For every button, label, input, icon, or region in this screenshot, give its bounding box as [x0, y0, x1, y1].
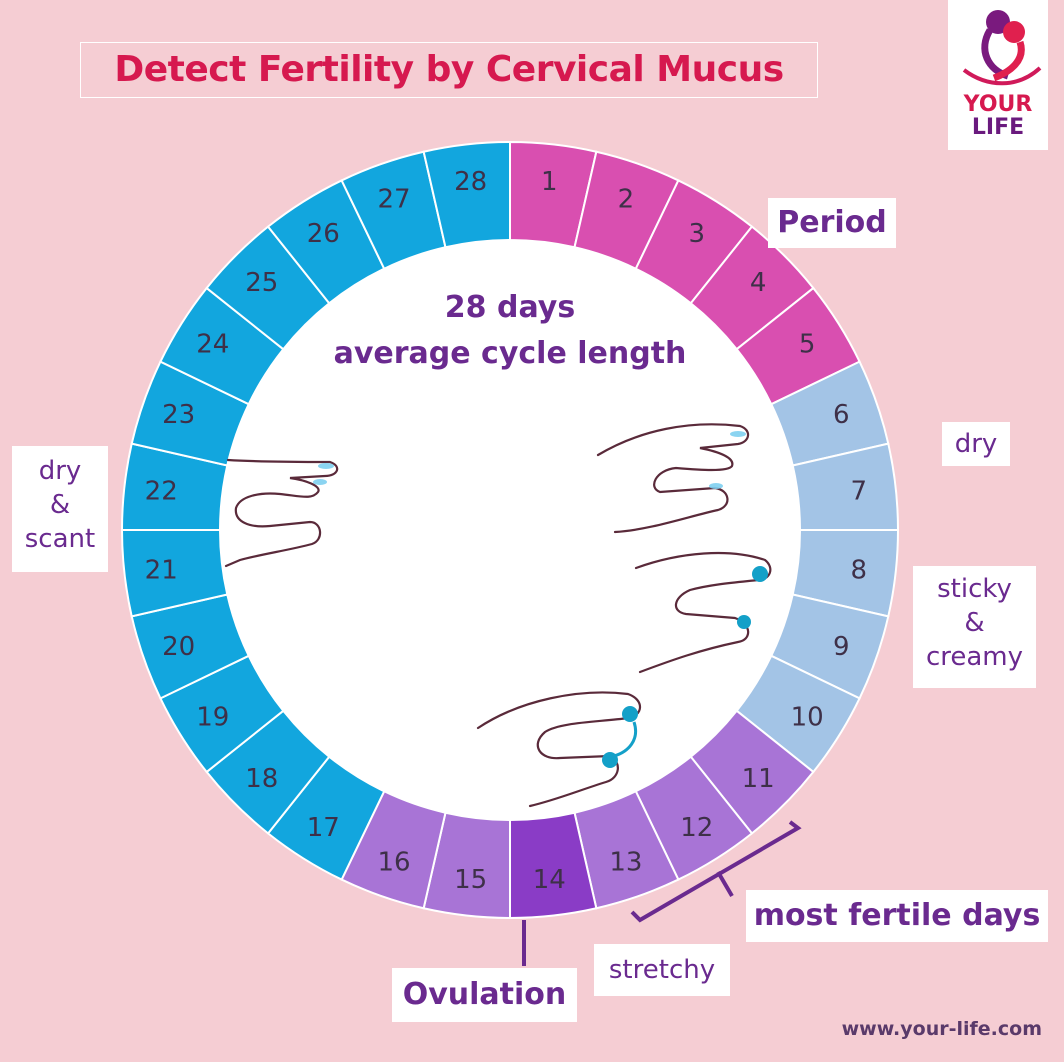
label-dry: dry — [942, 422, 1010, 466]
day-label-28: 28 — [454, 167, 487, 197]
wheel-center — [220, 240, 800, 820]
label-stretchy: stretchy — [594, 944, 730, 996]
your-life-logo[interactable]: YOUR LIFE — [948, 0, 1048, 150]
day-label-11: 11 — [742, 764, 775, 794]
day-label-10: 10 — [791, 703, 824, 733]
day-label-26: 26 — [307, 219, 340, 249]
day-label-24: 24 — [196, 329, 229, 359]
day-label-14: 14 — [533, 865, 566, 895]
label-ovulation: Ovulation — [392, 968, 577, 1022]
hand-dry-icon — [596, 423, 750, 534]
website-url[interactable]: www.your-life.com — [841, 1018, 1042, 1040]
day-label-8: 8 — [851, 555, 868, 585]
day-label-20: 20 — [162, 632, 195, 662]
label-period: Period — [768, 198, 896, 248]
day-label-12: 12 — [680, 813, 713, 843]
day-label-19: 19 — [196, 703, 229, 733]
day-label-13: 13 — [609, 847, 642, 877]
day-label-16: 16 — [378, 847, 411, 877]
day-label-23: 23 — [162, 400, 195, 430]
label-dry-scant: dry & scant — [12, 446, 108, 572]
day-label-2: 2 — [618, 185, 635, 215]
day-label-4: 4 — [750, 268, 767, 298]
day-label-17: 17 — [307, 813, 340, 843]
cycle-length-text: 28 days average cycle length — [310, 285, 710, 377]
day-label-15: 15 — [454, 865, 487, 895]
cycle-caption: average cycle length — [333, 336, 687, 371]
label-most-fertile-days: most fertile days — [746, 890, 1048, 942]
cycle-days: 28 days — [444, 290, 576, 325]
hand-sticky-icon — [634, 551, 772, 674]
hand-stretchy-icon — [476, 691, 642, 808]
logo-text-your: YOUR — [963, 92, 1033, 117]
fertile-bracket — [522, 820, 802, 966]
page-title: Detect Fertility by Cervical Mucus — [80, 42, 818, 98]
day-label-3: 3 — [688, 219, 705, 249]
day-label-25: 25 — [245, 268, 278, 298]
day-label-5: 5 — [799, 329, 816, 359]
day-label-27: 27 — [378, 185, 411, 215]
logo-text-life: LIFE — [971, 115, 1025, 140]
label-sticky-creamy: sticky & creamy — [913, 566, 1036, 688]
day-label-18: 18 — [245, 764, 278, 794]
day-label-9: 9 — [833, 632, 850, 662]
day-label-7: 7 — [851, 477, 868, 507]
day-label-6: 6 — [833, 400, 850, 430]
logo-couple-icon — [962, 10, 1042, 86]
day-label-21: 21 — [145, 555, 178, 585]
day-label-1: 1 — [541, 167, 558, 197]
day-label-22: 22 — [145, 477, 178, 507]
hand-dry-scant-icon — [224, 458, 339, 568]
